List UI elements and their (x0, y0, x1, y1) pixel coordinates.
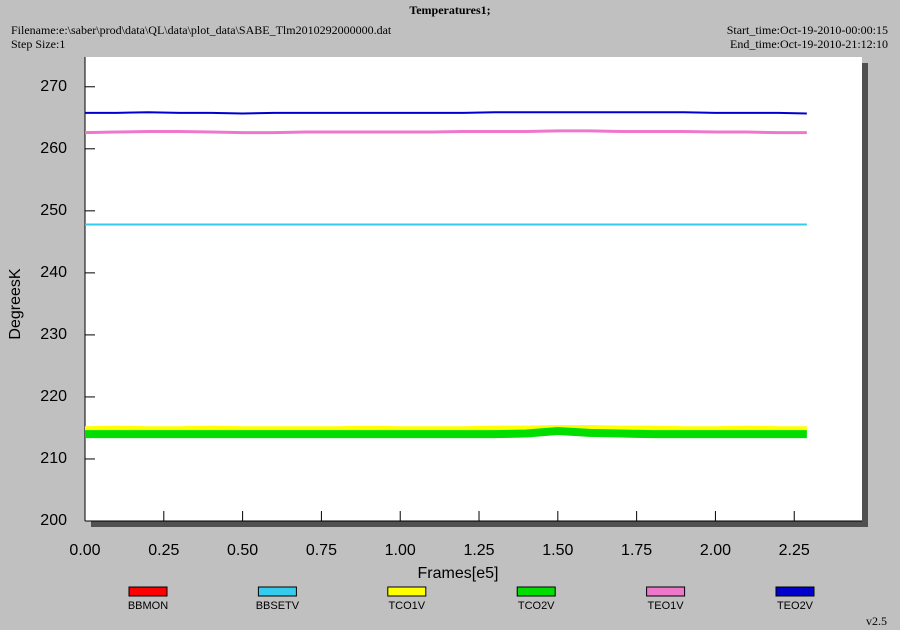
legend-swatch (775, 586, 815, 597)
step-size: Step Size:1 (11, 37, 65, 51)
legend-label: BBMON (128, 600, 168, 612)
x-tick-label: 1.00 (385, 542, 416, 559)
version: v2.5 (866, 614, 887, 628)
start-time: Start_time:Oct-19-2010-00:00:15 (727, 23, 888, 37)
legend-swatch (646, 586, 686, 597)
legend-label: BBSETV (256, 600, 300, 612)
legend-label: TEO2V (777, 600, 814, 612)
x-axis-label: Frames[e5] (418, 565, 499, 582)
x-tick-label: 0.75 (306, 542, 337, 559)
end-time: End_time:Oct-19-2010-21:12:10 (730, 37, 888, 51)
y-axis-label: DegreesK (7, 268, 24, 339)
series-line (84, 129, 807, 135)
legend-swatch (128, 586, 168, 597)
y-tick-label: 250 (40, 202, 67, 219)
y-tick-label: 230 (40, 326, 67, 343)
y-tick-label: 240 (40, 264, 67, 281)
filename: Filename:e:\saber\prod\data\QL\data\plot… (11, 23, 392, 37)
legend-swatch (257, 586, 297, 597)
legend-label: TCO2V (518, 600, 555, 612)
x-tick-label: 1.50 (542, 542, 573, 559)
y-tick-label: 210 (40, 450, 67, 467)
y-tick-label: 220 (40, 388, 67, 405)
legend-swatch (387, 586, 427, 597)
legend-label: TEO1V (648, 600, 685, 612)
series-line (84, 424, 807, 433)
y-tick-label: 270 (40, 78, 67, 95)
x-tick-label: 0.25 (148, 542, 179, 559)
legend-label: TCO1V (388, 600, 425, 612)
series-line (85, 427, 807, 439)
x-tick-label: 1.25 (463, 542, 494, 559)
x-tick-label: 1.75 (621, 542, 652, 559)
y-tick-label: 200 (40, 512, 67, 529)
chart-title: Temperatures1; (409, 3, 490, 17)
plot-area (85, 57, 862, 521)
x-tick-label: 0.50 (227, 542, 258, 559)
legend-swatch (516, 586, 556, 597)
y-tick-label: 260 (40, 140, 67, 157)
x-tick-label: 0.00 (69, 542, 100, 559)
series-line (85, 111, 807, 115)
x-tick-label: 2.00 (700, 542, 731, 559)
x-tick-label: 2.25 (779, 542, 810, 559)
